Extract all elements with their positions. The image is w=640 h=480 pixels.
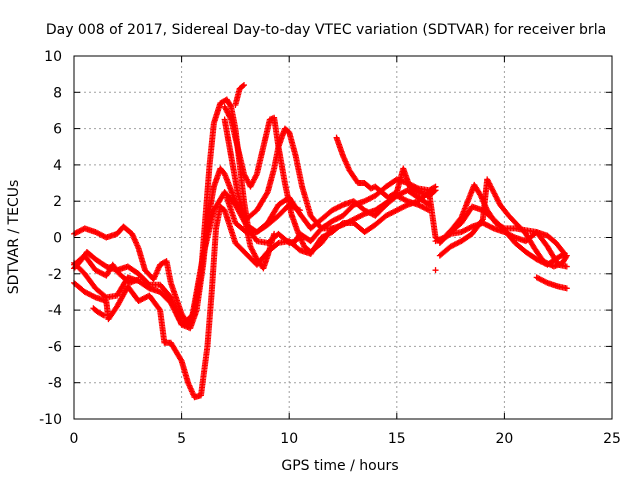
y-tick-label: 10	[44, 49, 62, 65]
y-tick-label: -10	[39, 412, 62, 428]
series-track-6	[221, 103, 336, 256]
series-track-8	[232, 82, 248, 109]
data-marks	[71, 82, 570, 401]
data-point	[543, 279, 550, 286]
data-point	[424, 206, 431, 213]
data-point	[156, 305, 163, 312]
y-tick-label: 2	[53, 194, 62, 210]
data-point	[338, 202, 345, 209]
data-point	[563, 263, 570, 270]
chart-title: Day 008 of 2017, Sidereal Day-to-day VTE…	[46, 22, 606, 38]
series-track-10	[333, 134, 439, 201]
data-point	[563, 285, 570, 292]
series-track-13	[436, 203, 568, 268]
y-tick-label: -2	[48, 267, 62, 283]
data-point	[295, 206, 302, 213]
x-tick-label: 10	[280, 431, 298, 447]
data-point	[328, 226, 335, 233]
data-point	[135, 276, 142, 283]
grid	[74, 56, 612, 419]
data-point	[296, 207, 303, 214]
y-tick-label: 4	[53, 158, 62, 174]
series-track-5	[71, 252, 142, 286]
y-tick-label: 8	[53, 85, 62, 101]
data-point	[431, 188, 438, 195]
x-tick-label: 20	[495, 431, 513, 447]
data-point	[227, 102, 234, 109]
data-point	[177, 356, 184, 363]
x-tick-label: 15	[388, 431, 406, 447]
data-point	[467, 224, 474, 231]
x-tick-label: 25	[603, 431, 621, 447]
data-point	[91, 293, 98, 300]
data-point	[99, 311, 106, 318]
data-point	[271, 230, 278, 237]
data-point	[561, 250, 568, 257]
data-point	[329, 225, 336, 232]
data-point	[274, 240, 281, 247]
data-point	[560, 251, 567, 258]
x-tick-label: 5	[177, 431, 186, 447]
series-track-14	[533, 274, 570, 292]
y-axis-label: SDTVAR / TECUs	[6, 180, 22, 295]
y-tick-label: -4	[48, 303, 62, 319]
data-point	[239, 82, 246, 89]
series-track-4	[71, 125, 433, 332]
x-tick-label: 0	[70, 431, 79, 447]
series-track-16	[432, 267, 439, 274]
plot-frame	[73, 55, 613, 420]
y-tick-label: 0	[53, 231, 62, 247]
data-point	[426, 207, 433, 214]
data-point	[263, 190, 270, 197]
data-point	[489, 224, 496, 231]
y-tick-label: -6	[48, 339, 62, 355]
data-point	[432, 267, 439, 274]
series-track-12	[436, 176, 570, 270]
series-track-15	[90, 305, 108, 319]
series-track-7	[223, 194, 303, 236]
data-point	[403, 197, 410, 204]
data-point	[360, 211, 367, 218]
series-track-9	[221, 116, 278, 272]
y-tick-label: -8	[48, 376, 62, 392]
data-point	[241, 82, 248, 89]
x-axis-label: GPS time / hours	[281, 458, 398, 474]
data-point	[478, 217, 485, 224]
data-point	[432, 187, 439, 194]
data-point	[101, 312, 108, 319]
y-tick-label: 6	[53, 122, 62, 138]
